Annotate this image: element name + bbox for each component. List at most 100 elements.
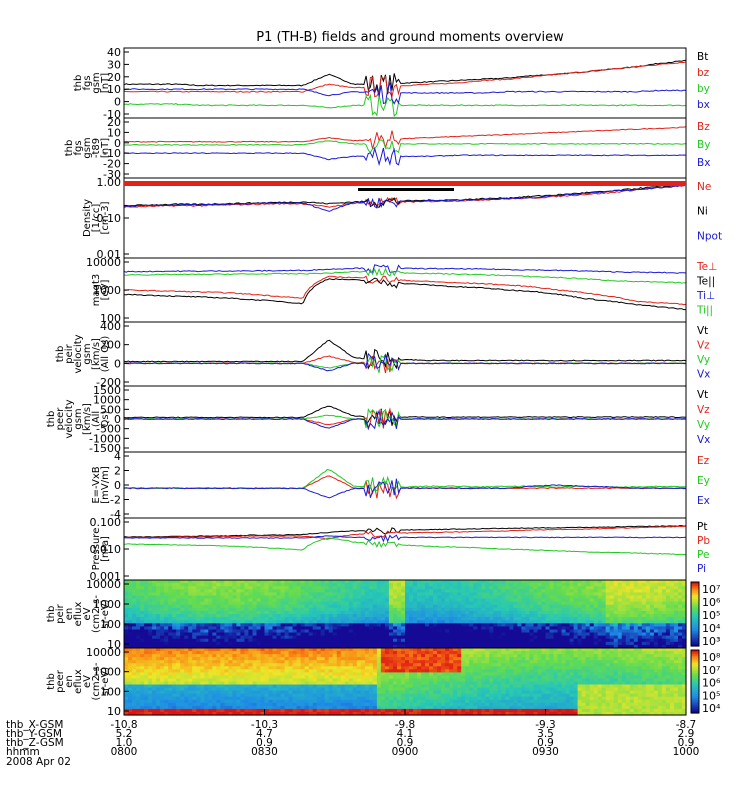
spectrogram-cell: [136, 648, 141, 652]
spectrogram-cell: [260, 663, 266, 667]
spectrogram-cell: [417, 607, 422, 612]
spectrogram-cell: [144, 690, 149, 695]
spectrogram-cell: [372, 586, 378, 590]
spectrogram-cell: [244, 690, 249, 695]
spectrogram-cell: [501, 610, 506, 615]
spectrogram-cell: [344, 626, 350, 631]
spectrogram-cell: [645, 580, 651, 584]
spectrogram-cell: [252, 623, 258, 627]
spectrogram-cell: [320, 705, 326, 710]
spectrogram-cell: [340, 592, 346, 597]
spectrogram-cell: [621, 586, 627, 590]
spectrogram-cell: [276, 641, 282, 646]
spectrogram-cell: [629, 617, 635, 621]
spectrogram-cell: [609, 586, 615, 590]
spectrogram-cell: [669, 583, 675, 587]
spectrogram-cell: [641, 589, 647, 593]
spectrogram-cell: [364, 669, 370, 673]
spectrogram-cell: [413, 657, 418, 661]
spectrogram-cell: [164, 678, 169, 683]
spectrogram-cell: [176, 675, 181, 679]
spectrogram-cell: [156, 614, 161, 618]
spectrogram-cell: [304, 629, 310, 634]
spectrogram-cell: [541, 586, 547, 590]
spectrogram-cell: [380, 617, 386, 621]
spectrogram-cell: [429, 595, 434, 600]
spectrogram-cell: [228, 632, 233, 637]
spectrogram-cell: [529, 595, 534, 600]
spectrogram-cell: [368, 592, 374, 597]
spectrogram-cell: [208, 644, 213, 649]
spectrogram-cell: [292, 595, 298, 600]
spectrogram-cell: [264, 604, 270, 609]
spectrogram-cell: [220, 690, 225, 695]
spectrogram-cell: [256, 690, 262, 695]
spectrogram-cell: [220, 620, 225, 624]
spectrogram-cell: [649, 629, 655, 634]
spectrogram-cell: [340, 657, 346, 661]
spectrogram-cell: [240, 610, 245, 615]
y-tick-label: 0: [114, 413, 121, 426]
spectrogram-cell: [344, 638, 350, 643]
spectrogram-cell: [236, 614, 241, 618]
spectrogram-cell: [124, 705, 129, 710]
spectrogram-cell: [641, 632, 647, 637]
spectrogram-cell: [200, 607, 205, 612]
spectrogram-cell: [561, 623, 567, 627]
spectrogram-cell: [212, 592, 217, 597]
spectrogram-cell: [352, 629, 358, 634]
spectrogram-cell: [260, 610, 266, 615]
spectrogram-cell: [260, 604, 266, 609]
spectrogram-cell: [276, 644, 282, 649]
spectrogram-cell: [425, 623, 430, 627]
spectrogram-cell: [417, 626, 422, 631]
spectrogram-cell: [152, 696, 157, 701]
spectrogram-cell: [260, 675, 266, 679]
spectrogram-cell: [244, 708, 249, 713]
spectrogram-cell: [192, 601, 197, 606]
spectrogram-cell: [497, 589, 502, 593]
spectrogram-cell: [200, 595, 205, 600]
spectrogram-cell: [405, 644, 410, 649]
spectrogram-cell: [449, 629, 454, 634]
spectrogram-cell: [649, 614, 655, 618]
y-tick-label: 0.01: [97, 248, 122, 261]
spectrogram-cell: [220, 583, 225, 587]
spectrogram-cell: [597, 604, 603, 609]
spectrogram-cell: [388, 617, 394, 621]
spectrogram-cell: [148, 666, 153, 670]
spectrogram-cell: [682, 610, 687, 615]
spectrogram-cell: [384, 626, 390, 631]
spectrogram-cell: [308, 648, 314, 652]
spectrogram-cell: [609, 614, 615, 618]
spectrogram-cell: [356, 623, 362, 627]
spectrogram-cell: [593, 598, 599, 603]
spectrogram-cell: [244, 601, 249, 606]
spectrogram-cell: [629, 601, 635, 606]
spectrogram-cell: [228, 614, 233, 618]
spectrogram-cell: [240, 690, 245, 695]
spectrogram-cell: [288, 610, 294, 615]
spectrogram-cell: [288, 598, 294, 603]
spectrogram-cell: [376, 654, 382, 658]
spectrogram-cell: [288, 708, 294, 713]
y-axis-label-line: velocity: [64, 399, 75, 438]
spectrogram-cell: [445, 586, 450, 590]
spectrogram-cell: [529, 607, 534, 612]
spectrogram-cell: [348, 595, 354, 600]
spectrogram-cell: [493, 589, 498, 593]
spectrogram-cell: [461, 607, 466, 612]
spectrogram-cell: [268, 601, 274, 606]
spectrogram-cell: [657, 589, 663, 593]
spectrogram-cell: [144, 654, 149, 658]
spectrogram-cell: [340, 705, 346, 710]
spectrogram-cell: [240, 626, 245, 631]
spectrogram-cell: [288, 632, 294, 637]
spectrogram-cell: [288, 592, 294, 597]
spectrogram-cell: [240, 601, 245, 606]
spectrogram-cell: [613, 601, 619, 606]
spectrogram-cell: [304, 638, 310, 643]
spectrogram-cell: [260, 660, 266, 664]
spectrogram-cell: [372, 620, 378, 624]
spectrogram-cell: [216, 687, 221, 692]
